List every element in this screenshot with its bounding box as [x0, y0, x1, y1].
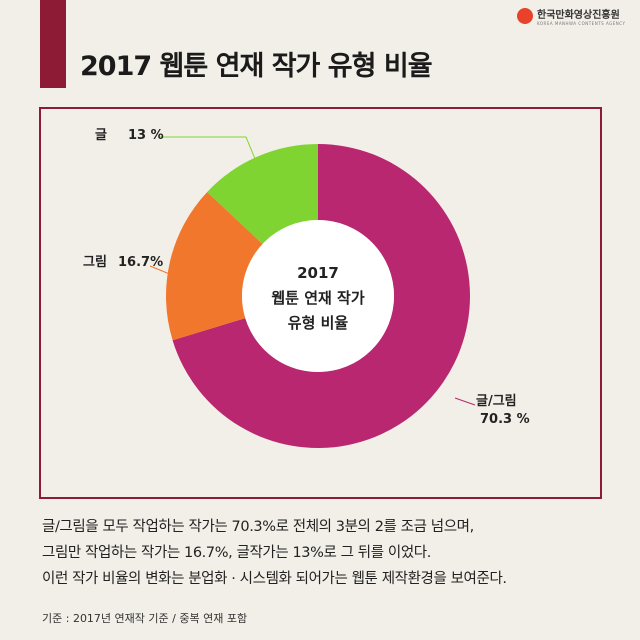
logo-name: 한국만화영상진흥원: [537, 10, 620, 21]
leader-line: [149, 265, 173, 276]
category-label: 글: [95, 128, 107, 143]
value-label: 70.3 %: [480, 412, 530, 427]
value-label: 13 %: [128, 128, 164, 143]
donut-slice: [172, 144, 471, 448]
center-label: 웹툰 연재 작가: [271, 289, 364, 307]
logo-icon: [517, 8, 533, 24]
description-line: 이런 작가 비율의 변화는 분업화 · 시스템화 되어가는 웹툰 제작환경을 보…: [42, 571, 507, 587]
leader-line: [454, 397, 476, 406]
donut-hole: [242, 220, 394, 372]
center-label: 2017: [297, 264, 339, 282]
leader-line: [160, 136, 259, 167]
title-accent-bar: [40, 0, 66, 88]
value-label: 16.7%: [118, 255, 163, 270]
logo-sub: KOREA MANHWA CONTENTS AGENCY: [537, 21, 626, 26]
description: 글/그림을 모두 작업하는 작가는 70.3%로 전체의 3분의 2를 조금 넘…: [42, 514, 507, 592]
source-note: 기준 : 2017년 연재작 기준 / 중복 연재 포함: [42, 612, 248, 625]
category-label: 글/그림: [476, 394, 517, 409]
description-line: 그림만 작업하는 작가는 16.7%, 글작가는 13%로 그 뒤를 이었다.: [42, 545, 431, 561]
description-line: 글/그림을 모두 작업하는 작가는 70.3%로 전체의 3분의 2를 조금 넘…: [42, 519, 474, 535]
donut-slice: [166, 191, 263, 341]
page-title: 2017 웹툰 연재 작가 유형 비율: [80, 51, 433, 82]
logo: 한국만화영상진흥원 KOREA MANHWA CONTENTS AGENCY: [517, 6, 625, 26]
center-label: 유형 비율: [288, 314, 349, 332]
chart-frame: [39, 107, 602, 499]
donut-slice: [207, 144, 318, 244]
category-label: 그림: [83, 255, 107, 270]
